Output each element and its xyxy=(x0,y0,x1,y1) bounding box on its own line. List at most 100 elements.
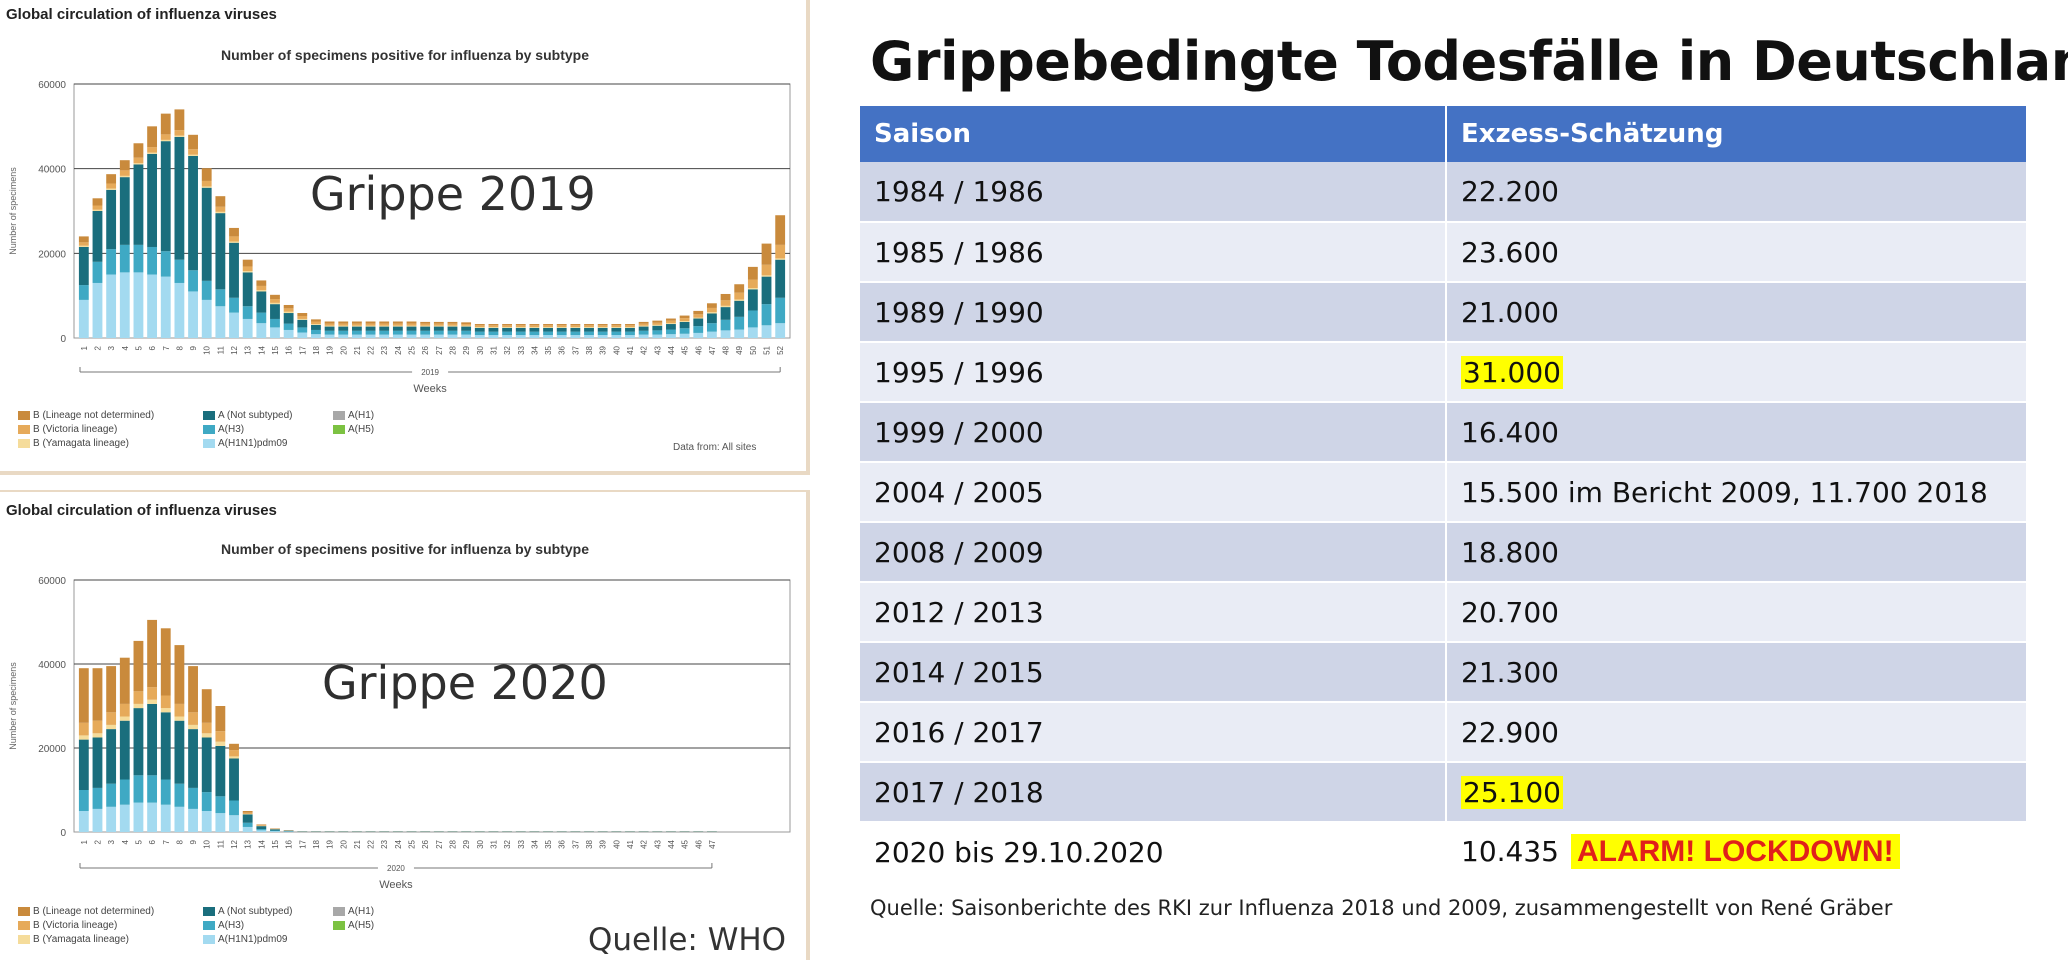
table-row: 2012 / 2013 20.700 xyxy=(860,582,2028,643)
bar-segment xyxy=(584,331,594,336)
cell-saison: 2014 / 2015 xyxy=(860,642,1447,703)
cell-estimate: 25.100 xyxy=(1446,762,2028,823)
bar-segment xyxy=(461,322,472,325)
cell-saison: 2017 / 2018 xyxy=(860,762,1447,823)
bar-segment xyxy=(174,703,185,717)
bar-segment xyxy=(734,299,745,301)
bar-segment xyxy=(747,288,758,290)
bar-segment xyxy=(679,321,690,329)
table-row: 2014 / 2015 21.300 xyxy=(860,642,2028,703)
bar-segment xyxy=(133,691,144,704)
bar-segment xyxy=(78,246,89,286)
bar-segment xyxy=(119,779,130,805)
bar-segment xyxy=(283,311,294,314)
bar-segment xyxy=(188,724,198,730)
bar-segment xyxy=(283,313,294,324)
estimate-value: 18.800 xyxy=(1461,535,1559,569)
x-tick-label: 37 xyxy=(571,839,580,848)
bar-segment xyxy=(570,324,581,326)
bar-segment xyxy=(775,259,786,298)
bar-segment xyxy=(597,327,608,332)
bar-segment xyxy=(324,321,335,324)
bar-segment xyxy=(433,321,444,324)
bar-segment xyxy=(215,741,226,746)
bar-segment xyxy=(379,321,390,324)
bar-segment xyxy=(406,323,417,326)
bar-segment xyxy=(652,322,663,325)
x-tick-label: 46 xyxy=(694,839,703,848)
bar-segment xyxy=(106,666,117,713)
x-tick-label: 31 xyxy=(489,345,498,354)
y-tick-label: 40000 xyxy=(38,660,66,671)
legend-label: B (Lineage not determined) xyxy=(33,906,155,917)
x-tick-label: 13 xyxy=(244,345,253,354)
legend-swatch xyxy=(203,921,215,930)
bar-segment xyxy=(461,324,472,326)
legend-swatch xyxy=(18,907,30,916)
legend-label: B (Victoria lineage) xyxy=(33,424,118,435)
bar-segment xyxy=(625,335,635,338)
bar-segment xyxy=(625,325,635,327)
deaths-table: Saison Exzess-Schätzung 1984 / 1986 22.20… xyxy=(860,106,2028,883)
bar-segment xyxy=(666,334,676,338)
legend-swatch xyxy=(333,907,345,916)
year-label-bg xyxy=(377,862,414,874)
bar-segment xyxy=(92,668,103,721)
estimate-value: 21.000 xyxy=(1461,295,1559,329)
x-tick-label: 43 xyxy=(653,345,662,354)
bar-segment xyxy=(502,335,513,338)
column-header-estimate: Exzess-Schätzung xyxy=(1446,106,2028,162)
source-who: Quelle: WHO xyxy=(588,922,787,958)
bar-segment xyxy=(720,307,731,320)
bar-segment xyxy=(215,289,226,307)
bar-segment xyxy=(119,657,130,704)
bar-segment xyxy=(761,243,772,265)
cell-estimate: 18.800 xyxy=(1446,522,2028,583)
bar-segment xyxy=(625,327,635,332)
bar-segment xyxy=(461,330,472,335)
legend-item: B (Lineage not determined) xyxy=(18,410,203,421)
x-tick-label: 11 xyxy=(216,345,225,354)
bar-segment xyxy=(638,326,649,331)
bar-segment xyxy=(256,830,267,832)
bar-segment xyxy=(652,330,663,335)
bar-segment xyxy=(706,313,717,324)
bar-segment xyxy=(433,325,444,327)
bar-segment xyxy=(693,318,704,327)
bar-segment xyxy=(242,306,253,319)
x-tick-label: 38 xyxy=(585,345,594,354)
bar-segment xyxy=(734,292,745,300)
bar-segment xyxy=(201,792,212,811)
x-tick-label: 9 xyxy=(189,345,198,350)
alarm-badge: ALARM! LOCKDOWN! xyxy=(1570,834,1900,869)
bar-segment xyxy=(474,335,485,338)
legend-label: A (Not subtyped) xyxy=(218,906,293,917)
x-tick-label: 40 xyxy=(612,345,621,354)
bar-segment xyxy=(379,323,390,326)
bar-segment xyxy=(679,328,690,334)
bar-segment xyxy=(652,325,663,331)
bar-segment xyxy=(406,326,417,331)
cell-saison: 1995 / 1996 xyxy=(860,342,1447,403)
x-axis-label: Weeks xyxy=(379,879,413,891)
bar-segment xyxy=(379,330,390,335)
bar-segment xyxy=(256,323,267,338)
panel-header: Global circulation of influenza viruses xyxy=(6,6,277,23)
bar-segment xyxy=(133,708,144,776)
bar-segment xyxy=(775,215,786,245)
cell-estimate: 10.435 ALARM! LOCKDOWN! xyxy=(1446,822,2028,883)
bar-segment xyxy=(556,324,567,326)
legend-label: A(H5) xyxy=(348,424,375,435)
bar-segment xyxy=(351,334,362,338)
bar-segment xyxy=(638,334,649,338)
bar-segment xyxy=(92,261,103,283)
legend-swatch xyxy=(18,439,30,448)
bar-segment xyxy=(201,722,212,734)
bar-segment xyxy=(474,324,485,326)
bar-segment xyxy=(338,326,349,331)
y-tick-label: 0 xyxy=(60,334,66,345)
cell-saison: 1999 / 2000 xyxy=(860,402,1447,463)
bar-segment xyxy=(420,326,431,331)
bar-segment xyxy=(133,640,144,692)
bar-segment xyxy=(92,737,103,788)
